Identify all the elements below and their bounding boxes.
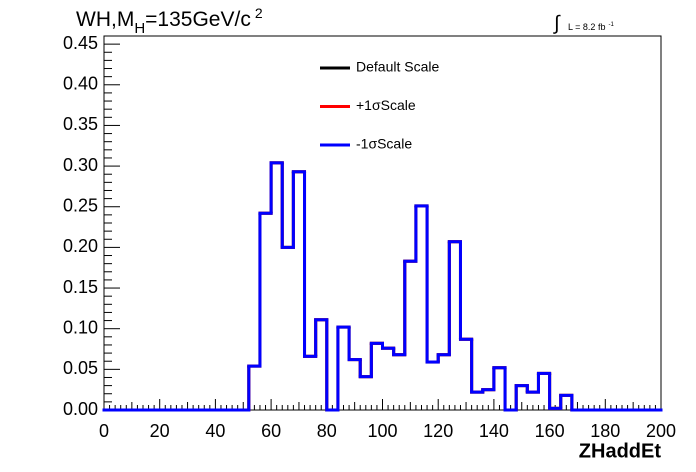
- integral-sign: ∫: [553, 12, 561, 34]
- legend-label: -1σScale: [356, 136, 412, 152]
- x-axis-label: ZHaddEt: [579, 440, 662, 462]
- title: WH,MH=135GeV/c 2: [76, 5, 263, 37]
- y-tick-label: 0.35: [63, 114, 98, 134]
- luminosity: L = 8.2 fb -1: [568, 22, 614, 33]
- y-tick-label: 0.40: [63, 74, 98, 94]
- y-tick-label: 0.05: [63, 358, 98, 378]
- x-tick-label: 0: [99, 421, 109, 441]
- x-tick-label: 200: [646, 421, 676, 441]
- x-tick-label: 180: [590, 421, 620, 441]
- x-tick-label: 80: [317, 421, 337, 441]
- y-tick-label: 0.20: [63, 236, 98, 256]
- x-tick-label: 100: [367, 421, 397, 441]
- legend-label: +1σScale: [356, 97, 416, 113]
- x-tick-label: 40: [205, 421, 225, 441]
- y-tick-label: 0.15: [63, 277, 98, 297]
- frame: [103, 35, 662, 411]
- legend-label: Default Scale: [356, 59, 439, 75]
- y-tick-label: 0.45: [63, 33, 98, 53]
- x-tick-label: 60: [261, 421, 281, 441]
- x-tick-label: 160: [535, 421, 565, 441]
- x-tick-label: 20: [150, 421, 170, 441]
- x-tick-label: 140: [479, 421, 509, 441]
- y-tick-label: 0.10: [63, 317, 98, 337]
- y-tick-label: 0.25: [63, 195, 98, 215]
- x-tick-label: 120: [423, 421, 453, 441]
- y-tick-label: 0.00: [63, 399, 98, 419]
- y-tick-label: 0.30: [63, 155, 98, 175]
